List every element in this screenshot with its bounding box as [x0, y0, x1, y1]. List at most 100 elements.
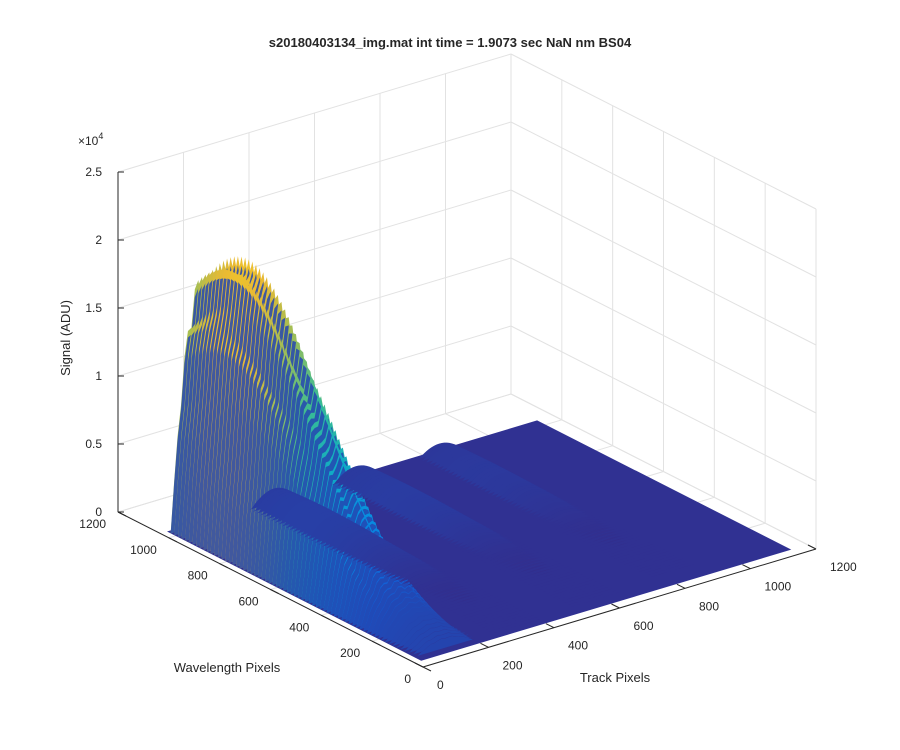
surface-ribbon — [552, 583, 602, 598]
surface-ribbon — [572, 525, 619, 539]
y-tick-label: 800 — [188, 569, 208, 583]
surface-ribbon — [545, 579, 595, 595]
surface-ribbon — [512, 562, 562, 578]
y-tick — [422, 666, 432, 672]
z-tick-label: 2 — [95, 233, 102, 247]
surface-ribbon — [470, 607, 520, 623]
y-tick — [117, 511, 127, 517]
surface-ribbon — [586, 532, 633, 547]
side-wall-grid-line — [510, 121, 817, 278]
z-tick-label: 1.5 — [85, 301, 102, 315]
surface-ribbon — [419, 581, 470, 597]
y-tick — [321, 614, 330, 620]
y-tick — [371, 640, 381, 646]
surface-ribbon — [445, 594, 495, 610]
surface-ribbon — [416, 579, 466, 595]
surface-ribbon — [630, 554, 677, 569]
surface-ribbon — [568, 523, 615, 538]
x-tick-label: 800 — [699, 599, 719, 613]
surface-ribbon — [478, 611, 528, 627]
x-tick — [545, 623, 555, 629]
x-tick — [742, 564, 751, 570]
surface-ribbon — [519, 566, 570, 582]
back-wall-grid-line — [117, 257, 512, 377]
y-tick-label: 400 — [289, 620, 309, 634]
surface-ribbon — [452, 598, 502, 614]
z-exponent-label: ×104 — [78, 131, 103, 148]
surface-ribbon — [459, 602, 509, 617]
surface-ribbon — [467, 605, 517, 621]
z-tick-label: 2.5 — [85, 165, 102, 179]
surface-ribbon — [534, 573, 584, 589]
surface-ribbon — [488, 616, 539, 632]
surface-ribbon — [485, 614, 535, 630]
surface-ribbon — [509, 560, 559, 576]
surface-ribbon — [570, 592, 620, 607]
surface-peak — [331, 465, 620, 607]
surface-ribbon — [576, 527, 622, 541]
surface-ribbon — [615, 547, 662, 562]
back-wall-grid-line — [117, 121, 512, 241]
surface-ribbon — [637, 558, 684, 573]
surface-ribbon — [557, 517, 604, 532]
surface-ribbon — [648, 563, 695, 578]
surface-ribbon — [441, 592, 491, 608]
surface-ribbon — [548, 581, 599, 596]
surface-ribbon — [498, 555, 548, 571]
surface-ribbon — [559, 586, 610, 602]
surface-ribbon — [434, 589, 484, 604]
y-tick-label: 0 — [404, 672, 411, 686]
surface-ribbon — [487, 549, 537, 565]
surface-ribbon — [516, 564, 566, 580]
x-tick-label: 0 — [437, 678, 444, 692]
surface-ribbon — [567, 590, 617, 606]
surface-ribbon — [565, 521, 611, 536]
side-wall-grid-line — [510, 189, 817, 346]
surface-ribbon — [597, 538, 644, 552]
surface-mesh — [167, 256, 792, 661]
x-tick — [414, 662, 424, 668]
surface-peak — [416, 442, 695, 578]
surface-core — [413, 636, 477, 658]
surface-ribbon — [412, 578, 462, 593]
x-tick — [807, 544, 817, 550]
x-tick — [480, 642, 489, 648]
y-tick-label: 200 — [340, 646, 360, 660]
axis-ticks: 00.511.522.50200400600800100012000200400… — [79, 165, 857, 692]
surface-ribbon — [619, 549, 666, 563]
surface-ribbon — [541, 577, 591, 593]
side-wall-grid-line — [510, 53, 817, 210]
surface-ribbon — [563, 588, 613, 604]
surface-ribbon — [494, 553, 544, 569]
y-tick — [219, 563, 228, 569]
surface-ribbon — [538, 575, 588, 591]
surface-ribbon — [594, 536, 641, 551]
back-wall-grid-line — [117, 189, 512, 309]
surface-ribbon — [463, 603, 513, 619]
surface-ribbon — [448, 596, 499, 612]
x-tick-label: 400 — [568, 639, 588, 653]
surface-ribbon — [590, 534, 637, 549]
surface-ribbon — [601, 539, 648, 554]
x-tick-label: 1200 — [830, 560, 857, 574]
surface-ribbon — [483, 547, 533, 563]
surface-ribbon — [523, 568, 573, 584]
surface-ribbon — [481, 613, 531, 628]
x-tick-label: 600 — [634, 619, 654, 633]
surface-ribbon — [527, 570, 577, 585]
surface-ribbon — [530, 571, 580, 587]
side-wall-grid-line — [510, 393, 817, 550]
y-tick-label: 600 — [238, 595, 258, 609]
surface-ribbon — [561, 519, 608, 534]
surface-ribbon — [623, 551, 670, 565]
y-tick-label: 1200 — [79, 517, 106, 531]
surface-ribbon — [474, 609, 524, 625]
y-tick — [270, 589, 279, 594]
surface-ribbon — [490, 551, 541, 567]
surface-peak — [249, 487, 542, 634]
surface-ribbon — [583, 530, 630, 545]
z-tick-label: 0 — [95, 505, 102, 519]
surface-ribbon — [430, 587, 480, 603]
